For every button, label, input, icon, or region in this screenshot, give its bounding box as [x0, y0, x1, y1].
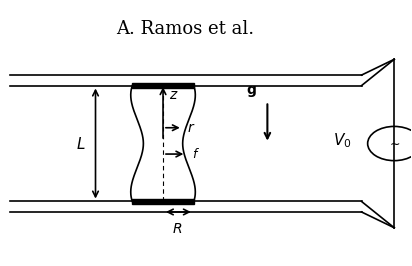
- Text: $L$: $L$: [76, 136, 85, 152]
- Text: A. Ramos et al.: A. Ramos et al.: [117, 20, 255, 38]
- Bar: [132, 199, 194, 204]
- Text: $z$: $z$: [169, 88, 179, 102]
- Text: $f$: $f$: [192, 147, 199, 161]
- Bar: [132, 83, 194, 88]
- Text: $R$: $R$: [172, 222, 182, 236]
- Text: $\sim$: $\sim$: [387, 137, 401, 150]
- Text: $r$: $r$: [187, 121, 195, 135]
- Text: $V_0$: $V_0$: [333, 132, 351, 150]
- Text: $\bf{g}$: $\bf{g}$: [246, 84, 257, 99]
